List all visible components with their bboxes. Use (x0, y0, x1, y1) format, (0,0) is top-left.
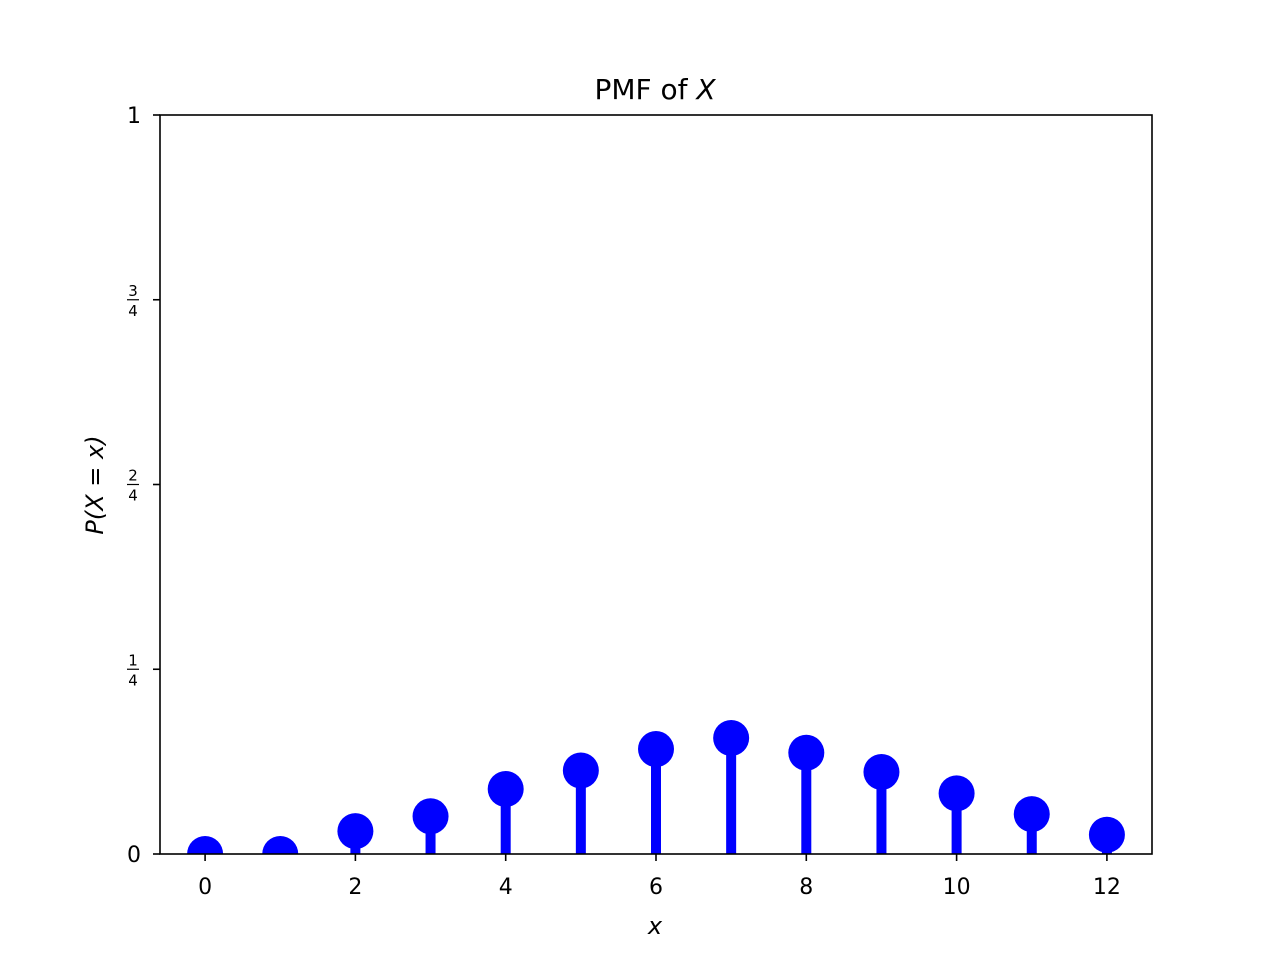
y-tick-label: 1 (127, 104, 141, 129)
plot-area: 0 2 4 6 8 10 12 0 1 4 2 4 3 4 1 (127, 104, 1153, 900)
x-tick-label: 6 (649, 875, 663, 900)
data-point (863, 753, 900, 790)
data-point (487, 770, 524, 807)
data-point (337, 813, 374, 850)
chart-title-variable: X (694, 73, 716, 106)
data-point (638, 731, 674, 768)
chart-title-prefix: PMF of (594, 73, 696, 106)
data-point (562, 752, 599, 789)
y-tick-numerator: 2 (128, 467, 138, 485)
x-tick-label: 12 (1093, 875, 1121, 900)
y-tick-denominator: 4 (128, 671, 138, 689)
y-tick-denominator: 4 (128, 302, 138, 320)
data-point (1013, 796, 1050, 833)
data-point (1088, 816, 1125, 853)
y-axis-label: P(X = x) (81, 435, 109, 534)
data-marks (187, 719, 1125, 854)
x-tick-label: 4 (499, 875, 513, 900)
x-tick-label: 8 (799, 875, 813, 900)
data-point (412, 798, 449, 835)
data-point (788, 734, 825, 771)
y-tick-denominator: 4 (128, 487, 138, 505)
x-tick-label: 10 (943, 875, 971, 900)
x-tick-label: 0 (198, 875, 212, 900)
y-tick-numerator: 1 (128, 651, 138, 669)
data-point (187, 836, 224, 854)
y-tick-numerator: 3 (128, 282, 138, 300)
x-tick-label: 2 (348, 875, 362, 900)
data-point (262, 836, 299, 854)
y-tick-label: 0 (127, 843, 141, 868)
chart-title: PMF of X (594, 73, 716, 106)
x-axis-label: x (647, 912, 663, 940)
data-point (938, 775, 975, 812)
data-point (713, 719, 750, 756)
